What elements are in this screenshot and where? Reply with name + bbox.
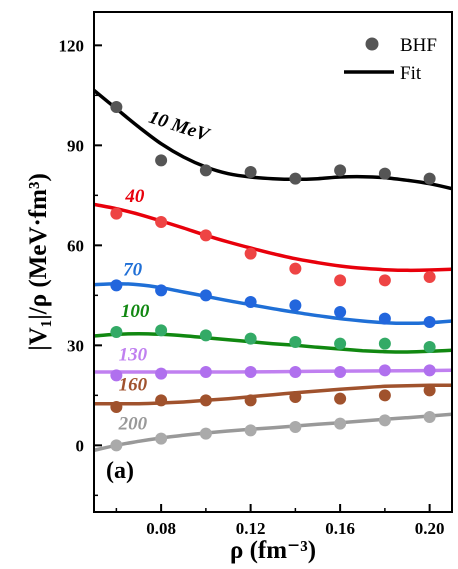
y-tick-label: 90 [67,136,84,155]
bhf-point [155,216,168,228]
bhf-point [334,337,347,350]
y-axis-title: |V₁|/ρ (MeV·fm³) [25,173,52,351]
y-tick-label: 60 [67,236,84,255]
bhf-point [110,326,123,338]
axis-ticks: 0.08 0.12 0.16 0.20 0 30 60 90 120 [59,36,445,538]
bhf-point [423,384,436,397]
bhf-point [199,289,212,302]
bhf-point [199,164,212,177]
series-3 [94,324,452,354]
bhf-point [289,262,302,275]
series-4 [94,364,452,382]
bhf-point [423,271,436,283]
series-0 [94,88,452,191]
bhf-point [289,336,302,348]
bhf-point [289,299,302,312]
fit-line [94,412,452,453]
bhf-point [334,164,347,177]
bhf-point [155,154,168,167]
series-1 [94,202,452,287]
panel-label: (a) [106,458,134,484]
x-tick-label: 0.20 [415,519,445,538]
bhf-point [378,414,391,427]
legend-label: BHF [400,35,437,56]
bhf-point [155,367,168,380]
bhf-point [289,172,302,185]
bhf-point [334,392,347,405]
bhf-point [378,337,391,350]
x-tick-label: 0.12 [236,519,266,538]
bhf-point [423,172,436,185]
series-5 [94,383,452,413]
x-axis-title: ρ (fm⁻³) [230,537,316,564]
bhf-point [423,341,436,353]
bhf-point [155,394,168,407]
bhf-point [378,167,391,180]
bhf-point [110,279,123,292]
bhf-point [199,366,212,378]
bhf-point [110,369,123,382]
bhf-point [423,411,436,423]
bhf-point [244,296,257,308]
bhf-point [378,312,391,325]
bhf-point [334,274,347,287]
bhf-point [423,364,436,377]
x-tick-label: 0.16 [325,519,355,538]
bhf-point [289,391,302,403]
series-label: 100 [121,301,150,322]
bhf-point [334,306,347,318]
legend-marker [365,37,379,51]
bhf-point [155,324,168,337]
bhf-point [110,401,123,413]
bhf-point [334,366,347,378]
series-label: 70 [123,259,142,280]
fit-line [94,88,452,191]
bhf-point [378,364,391,377]
series-label: 200 [118,413,148,434]
bhf-point [244,394,257,407]
series-layer [94,88,452,453]
fit-line [94,202,452,273]
bhf-point [244,332,257,345]
bhf-point [110,439,123,452]
fit-line [94,368,452,374]
legend-label: Fit [400,63,422,84]
bhf-point [199,427,212,440]
bhf-point [334,417,347,430]
y-tick-label: 120 [59,36,85,55]
plot-frame [93,11,453,513]
x-tick-label: 0.08 [146,519,176,538]
bhf-point [199,229,212,242]
y-tick-label: 30 [67,336,84,355]
bhf-point [423,316,436,328]
bhf-point [244,366,257,378]
series-label: 40 [124,186,145,207]
bhf-point [289,366,302,378]
bhf-point [378,274,391,287]
bhf-point [244,424,257,437]
bhf-point [199,394,212,407]
fit-line [94,331,452,354]
y-tick-label: 0 [76,436,85,455]
bhf-point [289,421,302,433]
legend: BHF Fit [344,35,437,84]
bhf-point [155,432,168,445]
series-label: 160 [119,374,148,395]
series-label: 130 [119,344,148,365]
bhf-point [155,284,168,297]
bhf-point [199,329,212,342]
bhf-point [244,166,257,178]
fit-line [94,281,452,326]
series-2 [94,279,452,328]
bhf-point [244,247,257,260]
fit-line [94,383,452,406]
bhf-point [110,207,123,220]
series-6 [94,411,452,453]
bhf-point [378,389,391,402]
bhf-point [110,101,123,113]
